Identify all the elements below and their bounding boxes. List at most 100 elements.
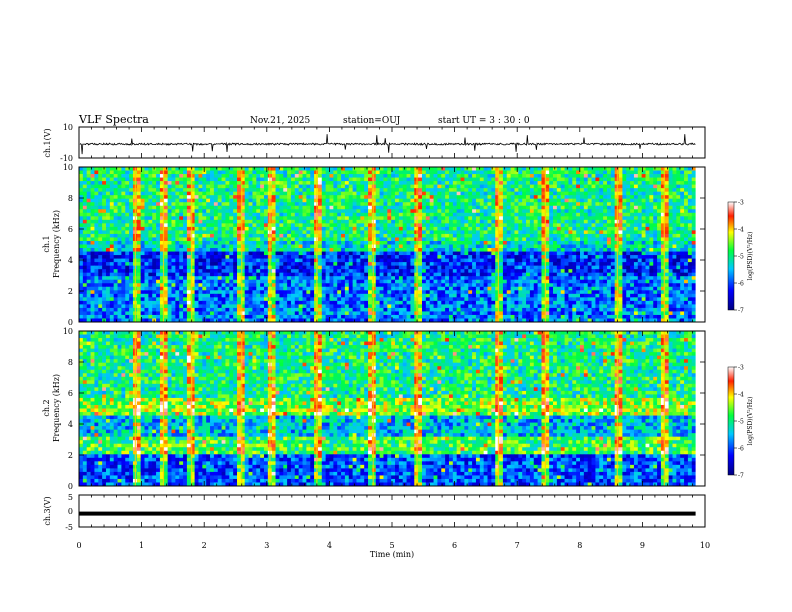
spec1-cell (580, 216, 585, 221)
spec1-cell (425, 184, 431, 189)
spec1-cell (341, 265, 346, 270)
spec1-cell (260, 216, 265, 221)
spec1-cell (275, 272, 280, 277)
spec1-cell (641, 216, 646, 221)
spec1-cell (560, 177, 565, 182)
spec1-cell (348, 251, 354, 256)
spec1-cell (179, 174, 184, 178)
spec1-cell (210, 198, 215, 203)
spec1-cell (518, 248, 523, 252)
spec1-cell (198, 212, 203, 217)
spec1-cell (271, 191, 276, 196)
spec1-cell (156, 251, 161, 256)
spec1-cell (129, 195, 134, 200)
spec1-cell (140, 219, 145, 224)
spec1-cell (460, 195, 465, 200)
spec1-cell (526, 223, 531, 228)
spec1-cell (637, 205, 643, 210)
spec1-cell (306, 191, 311, 196)
spec1-cell (125, 181, 130, 186)
spec1-cell (414, 219, 419, 224)
spec1-cell (202, 262, 207, 267)
spec1-cell (90, 209, 95, 214)
spec1-cell (491, 248, 496, 252)
spec1-cell (329, 269, 334, 274)
spec1-cell (314, 167, 319, 171)
spec1-cell (660, 205, 666, 210)
spec1-cell (599, 188, 604, 193)
spec1-cell (691, 216, 697, 221)
spec1-cell (294, 202, 300, 207)
spec1-cell (668, 198, 673, 203)
spec1-cell (676, 237, 681, 242)
spec1-cell (553, 174, 558, 178)
spec1-cell (502, 237, 508, 242)
spec1-cell (252, 212, 257, 217)
spec1-cell (630, 219, 635, 224)
spec1-cell (237, 184, 242, 189)
spec1-cell (79, 233, 84, 238)
spec1-cell (337, 265, 342, 270)
spec1-cell (140, 240, 145, 245)
spec1-cell (452, 216, 458, 221)
spec1-cell (287, 265, 292, 270)
spec1-cell (109, 262, 115, 267)
spec1-cell (348, 219, 354, 224)
spec1-cell (606, 174, 612, 178)
spec1-cell (194, 188, 199, 193)
spec1-cell (279, 219, 284, 224)
spec1-cell (418, 184, 423, 189)
spec1-cell (321, 258, 327, 263)
spec1-cell (448, 230, 454, 235)
spec1-cell (344, 212, 350, 217)
spec1-cell (171, 181, 176, 186)
spec1-cell (464, 167, 469, 171)
spec1-cell (98, 191, 103, 196)
spec1-cell (379, 181, 384, 186)
spec1-cell (499, 251, 504, 256)
spec1-cell (202, 233, 207, 238)
spec1-cell (225, 174, 230, 178)
spec1-cell (179, 219, 184, 224)
spec1-cell (314, 184, 319, 189)
spec1-cell (657, 181, 662, 186)
spec1-cell (572, 244, 577, 249)
spec1-cell (456, 170, 461, 175)
spec1-cell (171, 184, 176, 189)
spec1-cell (229, 202, 234, 207)
spec1-cell (310, 202, 315, 207)
spec1-cell (522, 205, 527, 210)
spec1-cell (202, 272, 207, 277)
spec1-cell (256, 226, 261, 231)
spec1-cell (545, 265, 550, 270)
spec1-cell (294, 188, 300, 193)
spec1-cell (256, 230, 261, 235)
spec1-cell (140, 181, 145, 186)
spec1-cell (564, 174, 569, 178)
spec1-cell (425, 198, 431, 203)
spec1-cell (448, 216, 454, 221)
spec1-cell (479, 226, 485, 231)
spec1-cell (691, 233, 697, 238)
spec1-cell (113, 188, 118, 193)
spec1-cell (483, 248, 488, 252)
spec1-cell (414, 237, 419, 242)
spec1-cell (117, 251, 122, 256)
spec1-cell (672, 202, 677, 207)
spec1-cell (194, 230, 199, 235)
spec1-cell (410, 216, 415, 221)
spec1-cell (379, 219, 384, 224)
spec1-cell (660, 248, 666, 252)
spec1-cell (244, 198, 249, 203)
spec1-cell (156, 219, 161, 224)
spec1-cell (672, 248, 677, 252)
spec1-cell (379, 265, 384, 270)
spec1-cell (402, 251, 407, 256)
spec1-cell (260, 265, 265, 270)
spec1-cell (475, 184, 481, 189)
spec1-cell (94, 226, 99, 231)
spec1-cell (194, 209, 199, 214)
spec1-cell (129, 262, 134, 267)
spec1-cell (298, 216, 303, 221)
spec1-cell (475, 191, 481, 196)
